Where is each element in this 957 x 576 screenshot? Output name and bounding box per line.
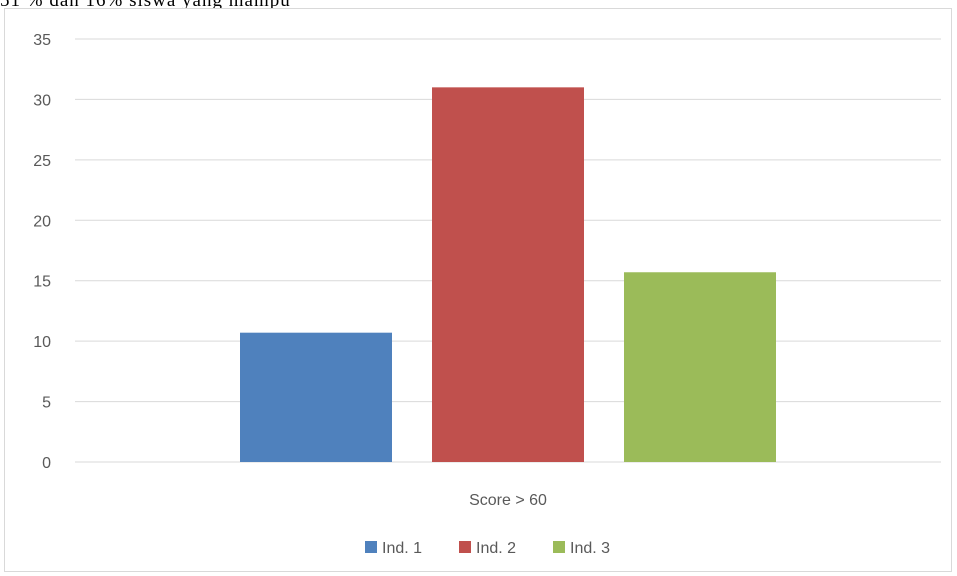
- y-tick-label: 35: [33, 32, 51, 49]
- y-tick-label: 5: [42, 395, 51, 412]
- bar-ind-2: [432, 87, 584, 462]
- y-axis-ticks: 0 5 10 15 20 25 30 35: [33, 32, 51, 472]
- legend-label: Ind. 3: [570, 540, 610, 557]
- x-category-label: Score > 60: [469, 492, 547, 509]
- y-tick-label: 20: [33, 213, 51, 230]
- legend: Ind. 1 Ind. 2 Ind. 3: [365, 540, 610, 557]
- y-tick-label: 10: [33, 334, 51, 351]
- chart-frame: 0 5 10 15 20 25 30 35 Score > 60 Ind. 1 Ind. 2 In…: [4, 8, 952, 572]
- legend-swatch: [553, 541, 565, 553]
- bar-ind-3: [624, 272, 776, 462]
- y-tick-label: 0: [42, 455, 51, 472]
- legend-item-ind-1: Ind. 1: [365, 540, 422, 557]
- gridlines: [75, 38, 941, 463]
- y-tick-label: 25: [33, 153, 51, 170]
- legend-item-ind-3: Ind. 3: [553, 540, 610, 557]
- x-axis-categories: Score > 60: [469, 492, 547, 509]
- legend-swatch: [365, 541, 377, 553]
- bars: [240, 87, 776, 462]
- y-tick-label: 30: [33, 92, 51, 109]
- header-text: 51 % dan 16% siswa yang mampu: [0, 0, 291, 11]
- legend-item-ind-2: Ind. 2: [459, 540, 516, 557]
- legend-label: Ind. 1: [382, 540, 422, 557]
- legend-label: Ind. 2: [476, 540, 516, 557]
- bar-ind-1: [240, 332, 392, 462]
- legend-swatch: [459, 541, 471, 553]
- y-tick-label: 15: [33, 274, 51, 291]
